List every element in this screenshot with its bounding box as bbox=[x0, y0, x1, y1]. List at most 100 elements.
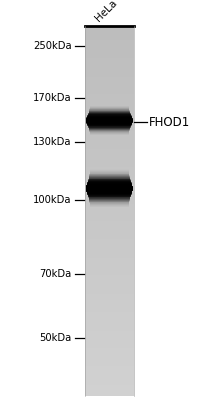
Text: 50kDa: 50kDa bbox=[40, 333, 72, 343]
Bar bbox=[88, 114, 131, 118]
Bar bbox=[85, 219, 134, 221]
Bar bbox=[85, 250, 134, 252]
Bar bbox=[85, 294, 134, 296]
Bar bbox=[85, 88, 134, 90]
Bar bbox=[85, 387, 134, 389]
Bar bbox=[85, 256, 134, 258]
Bar bbox=[85, 341, 134, 343]
Bar bbox=[87, 184, 132, 187]
Bar bbox=[88, 124, 131, 127]
Bar bbox=[85, 226, 134, 227]
Bar bbox=[85, 198, 134, 200]
Bar bbox=[85, 171, 134, 173]
Text: 100kDa: 100kDa bbox=[33, 195, 72, 205]
Bar bbox=[85, 255, 134, 257]
Bar bbox=[85, 92, 134, 94]
Bar bbox=[87, 116, 132, 119]
Bar bbox=[87, 116, 132, 119]
Bar bbox=[85, 274, 134, 275]
Bar bbox=[89, 196, 130, 199]
Bar bbox=[86, 188, 133, 191]
Bar bbox=[85, 375, 134, 376]
Bar bbox=[89, 178, 130, 181]
Bar bbox=[85, 340, 134, 342]
Bar bbox=[85, 235, 134, 237]
Bar bbox=[89, 199, 130, 202]
Bar bbox=[89, 110, 130, 112]
Bar bbox=[85, 227, 134, 228]
Bar bbox=[85, 277, 134, 279]
Bar bbox=[85, 153, 134, 154]
Bar bbox=[85, 149, 134, 150]
Bar bbox=[85, 280, 134, 281]
Bar bbox=[90, 200, 129, 203]
Bar bbox=[87, 183, 132, 186]
Bar bbox=[88, 181, 131, 184]
Bar bbox=[85, 80, 134, 82]
Bar bbox=[85, 209, 134, 211]
Bar bbox=[87, 192, 131, 195]
Bar bbox=[85, 200, 134, 201]
Bar bbox=[85, 142, 134, 143]
Bar bbox=[85, 36, 134, 37]
Bar bbox=[87, 123, 131, 126]
Bar bbox=[85, 201, 134, 202]
Bar bbox=[85, 288, 134, 290]
Bar bbox=[85, 351, 134, 353]
Bar bbox=[90, 202, 129, 205]
Bar bbox=[85, 293, 134, 295]
Bar bbox=[89, 197, 130, 200]
Bar bbox=[85, 228, 134, 230]
Bar bbox=[85, 371, 134, 372]
Bar bbox=[85, 65, 134, 67]
Bar bbox=[85, 262, 134, 264]
Bar bbox=[89, 197, 130, 200]
Bar bbox=[85, 97, 134, 99]
Bar bbox=[85, 118, 134, 120]
Bar bbox=[85, 222, 134, 223]
Bar bbox=[85, 296, 134, 297]
Bar bbox=[88, 125, 130, 128]
Bar bbox=[85, 150, 134, 152]
Bar bbox=[85, 74, 134, 75]
Bar bbox=[90, 106, 129, 109]
Bar bbox=[85, 356, 134, 358]
Bar bbox=[86, 187, 133, 190]
Bar bbox=[85, 325, 134, 327]
Bar bbox=[85, 160, 134, 162]
Bar bbox=[85, 286, 134, 288]
Bar bbox=[90, 132, 129, 135]
Bar bbox=[85, 98, 134, 100]
Bar bbox=[90, 132, 129, 135]
Bar bbox=[85, 50, 134, 52]
Bar bbox=[85, 245, 134, 247]
Bar bbox=[85, 155, 134, 157]
Bar bbox=[85, 254, 134, 255]
Bar bbox=[85, 196, 134, 198]
Bar bbox=[85, 145, 134, 147]
Bar bbox=[85, 174, 134, 175]
Bar bbox=[85, 204, 134, 206]
Bar bbox=[85, 48, 134, 50]
Bar bbox=[85, 34, 134, 36]
Bar bbox=[88, 192, 131, 196]
Bar bbox=[85, 90, 134, 91]
Bar bbox=[87, 122, 132, 125]
Bar bbox=[85, 52, 134, 53]
Bar bbox=[85, 281, 134, 282]
Bar bbox=[86, 117, 132, 120]
Bar bbox=[85, 170, 134, 172]
Bar bbox=[85, 119, 134, 121]
Bar bbox=[90, 203, 129, 206]
Bar bbox=[85, 238, 134, 239]
Bar bbox=[85, 110, 134, 111]
Bar bbox=[86, 190, 132, 192]
Bar bbox=[85, 216, 134, 217]
Bar bbox=[85, 111, 134, 112]
Bar bbox=[85, 334, 134, 336]
Bar bbox=[87, 117, 132, 120]
Bar bbox=[89, 129, 130, 132]
Bar bbox=[89, 128, 130, 132]
Bar bbox=[85, 317, 134, 318]
Text: 170kDa: 170kDa bbox=[33, 93, 72, 103]
